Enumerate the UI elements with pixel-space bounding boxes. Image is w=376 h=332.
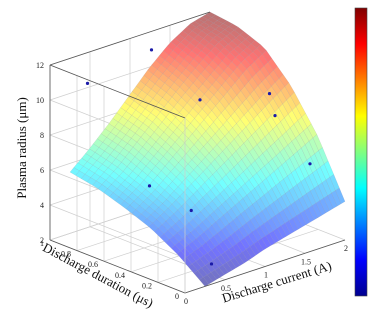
y-tick-label: 0.8: [61, 250, 71, 259]
z-tick-label: 4: [40, 201, 44, 210]
y-tick-label: 0: [175, 292, 179, 301]
x-tick-label: 2: [344, 244, 348, 253]
data-point: [147, 184, 152, 188]
surface-facet: [217, 17, 228, 24]
data-point: [308, 162, 312, 166]
y-tick-label: 0.6: [88, 260, 98, 269]
x-tick-label: 1.5: [301, 257, 311, 266]
z-axis-label: Plasma radius (μm): [14, 97, 29, 199]
data-point: [198, 98, 202, 102]
data-point: [273, 114, 277, 118]
data-points: [85, 48, 312, 266]
data-point: [209, 262, 214, 266]
z-tick-label: 2: [40, 236, 44, 245]
data-point: [85, 81, 90, 85]
y-axis-line: [49, 239, 186, 294]
surface-facet: [245, 35, 256, 44]
z-tick-label: 8: [40, 131, 44, 140]
data-point: [149, 48, 154, 52]
x-tick-label: 1: [264, 271, 268, 280]
x-tick-label: 0: [184, 297, 188, 306]
surface-mesh: [69, 11, 346, 287]
y-tick-label: 0.2: [142, 281, 152, 290]
surface-facet: [222, 20, 233, 27]
top-edge: [49, 64, 186, 119]
colorbar: [354, 7, 368, 297]
axes-frame: [49, 11, 346, 294]
gridline: [49, 204, 186, 259]
z-tick-label: 6: [40, 166, 44, 175]
top-edge: [49, 11, 211, 66]
x-axis-line: [184, 239, 346, 294]
y-tick-label: 0.4: [115, 271, 125, 280]
x-tick-label: 0.5: [221, 284, 231, 293]
data-point: [189, 208, 193, 213]
surface-facet: [335, 187, 346, 205]
data-point: [267, 92, 272, 96]
y-tick-label: 1: [40, 239, 44, 248]
z-tick-label: 10: [36, 96, 44, 105]
surface-facet: [239, 31, 250, 40]
z-tick-label: 12: [36, 61, 44, 70]
